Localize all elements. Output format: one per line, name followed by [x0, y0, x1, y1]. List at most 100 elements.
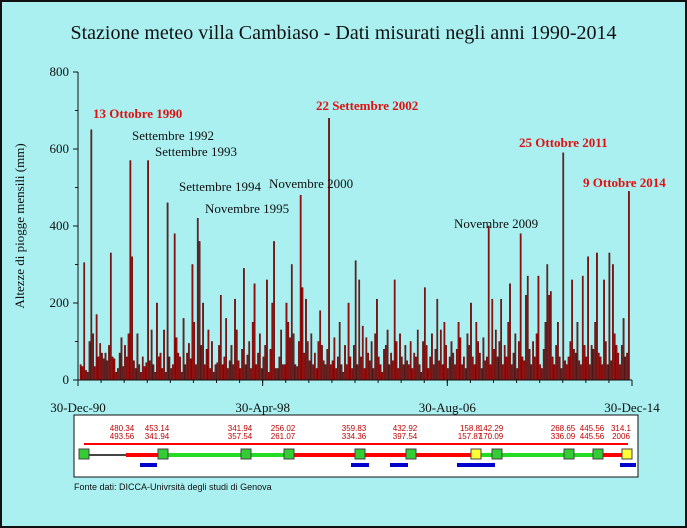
- bar: [370, 341, 373, 381]
- bar: [287, 322, 290, 381]
- bar: [294, 364, 297, 381]
- bar: [454, 364, 456, 381]
- bar: [248, 341, 251, 381]
- bar: [148, 360, 151, 381]
- timeline-value-top: 359.83: [342, 424, 367, 433]
- bar: [243, 268, 245, 381]
- bar: [140, 372, 142, 381]
- timeline-marker: [491, 448, 503, 460]
- bar: [361, 325, 364, 381]
- bar: [120, 337, 123, 381]
- bar: [518, 341, 520, 381]
- annotation-label: Novembre 1995: [205, 201, 289, 216]
- bar: [163, 329, 165, 381]
- bar: [333, 337, 336, 381]
- bar: [237, 360, 240, 381]
- bar: [203, 364, 206, 381]
- bar: [244, 364, 247, 381]
- timeline-value-bottom: 157.87: [458, 432, 483, 441]
- bar: [209, 368, 212, 381]
- bar: [502, 364, 504, 381]
- timeline-value-bottom: 2006: [612, 432, 630, 441]
- bar: [422, 341, 424, 381]
- bar: [152, 364, 155, 381]
- bar: [365, 337, 368, 381]
- bar: [491, 298, 494, 381]
- bar: [303, 352, 306, 381]
- bar: [368, 360, 371, 381]
- bar: [544, 322, 547, 381]
- annotation-label: 25 Ottobre 2011: [519, 135, 608, 150]
- bar: [125, 356, 128, 381]
- bar: [583, 345, 586, 381]
- bar: [258, 333, 261, 381]
- bar: [613, 333, 616, 381]
- bar: [113, 358, 116, 381]
- bar: [147, 160, 149, 381]
- bar: [290, 264, 293, 381]
- bar: [111, 356, 114, 381]
- bar: [500, 298, 503, 381]
- bar: [532, 341, 534, 381]
- bar: [578, 360, 581, 381]
- bar: [328, 117, 330, 381]
- annotation-label: Novembre 2009: [454, 216, 538, 231]
- bar: [415, 356, 417, 381]
- bar: [622, 318, 625, 381]
- bar: [188, 343, 190, 381]
- bar: [198, 241, 201, 381]
- bar: [601, 364, 604, 381]
- bar: [177, 352, 180, 381]
- bar: [337, 356, 339, 381]
- bar: [592, 349, 595, 381]
- bar: [539, 364, 542, 381]
- annotation-label: Settembre 1994: [179, 179, 261, 194]
- bar: [628, 191, 630, 381]
- bar: [235, 329, 238, 381]
- bar: [372, 368, 375, 381]
- bar: [466, 333, 469, 381]
- bar: [425, 345, 428, 381]
- timeline-value-bottom: 261.07: [271, 432, 296, 441]
- bar: [477, 341, 479, 381]
- bar: [145, 362, 148, 381]
- x-tick-label: 30-Dec-90: [50, 400, 106, 415]
- bar: [392, 360, 394, 381]
- bar: [610, 360, 613, 381]
- bar: [191, 264, 194, 381]
- bar: [301, 287, 304, 381]
- bar: [81, 366, 84, 381]
- bar: [397, 368, 400, 381]
- bar: [445, 345, 448, 381]
- bar: [267, 372, 270, 381]
- bar: [429, 356, 432, 381]
- bar: [129, 160, 132, 381]
- timeline-blue-marker: [620, 463, 636, 467]
- bar: [150, 329, 153, 381]
- bar: [384, 345, 387, 381]
- bar: [296, 366, 298, 381]
- timeline-marker: [157, 448, 169, 460]
- bar: [494, 329, 497, 381]
- timeline-value-bottom: 357.54: [228, 432, 253, 441]
- bar: [117, 368, 119, 381]
- timeline-value-top: 314.1: [611, 424, 632, 433]
- annotation-label: Settembre 1992: [132, 128, 214, 143]
- bar: [416, 329, 419, 381]
- bar: [452, 352, 455, 381]
- bar: [95, 314, 98, 381]
- bar: [324, 364, 327, 381]
- bar: [548, 295, 550, 381]
- timeline-value-top: 453.14: [145, 424, 170, 433]
- y-tick-label: 600: [50, 141, 70, 156]
- bar: [521, 356, 524, 381]
- bar: [219, 295, 222, 381]
- timeline-value-bottom: 336.09: [551, 432, 576, 441]
- bar: [400, 356, 403, 381]
- bar: [101, 352, 103, 381]
- bar: [608, 252, 611, 381]
- bar: [225, 318, 228, 381]
- bar: [386, 329, 389, 381]
- bar: [283, 364, 286, 381]
- bar: [227, 368, 229, 381]
